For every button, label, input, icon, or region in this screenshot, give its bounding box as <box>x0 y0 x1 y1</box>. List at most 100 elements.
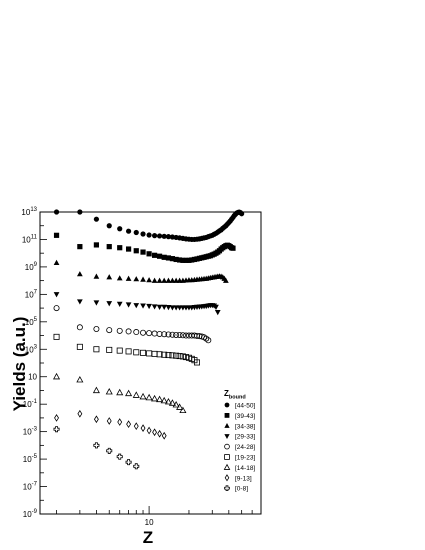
data-point <box>117 418 123 426</box>
data-point <box>156 233 163 239</box>
data-point <box>161 331 168 338</box>
data-point <box>189 257 195 263</box>
data-point <box>93 273 100 279</box>
data-point <box>139 392 147 400</box>
data-point <box>140 276 146 282</box>
data-point <box>176 353 183 360</box>
data-point <box>146 303 152 310</box>
data-point <box>146 251 152 257</box>
data-point <box>53 292 60 298</box>
y-tick-label: 10 <box>28 373 37 382</box>
x-axis-title: Z <box>143 528 153 547</box>
data-point <box>125 246 132 252</box>
series-19-23 <box>53 333 200 366</box>
data-point <box>161 351 168 358</box>
legend-label: [44-50] <box>235 403 255 410</box>
data-point <box>179 353 186 360</box>
data-point <box>133 303 140 309</box>
data-point <box>125 459 132 466</box>
legend-marker <box>224 402 230 408</box>
data-point <box>77 209 83 215</box>
data-point <box>77 299 83 305</box>
data-point <box>53 232 60 238</box>
data-point <box>165 352 172 359</box>
legend-label: [19-23] <box>235 455 255 462</box>
data-point <box>173 331 180 338</box>
data-point <box>193 359 200 366</box>
data-point <box>213 304 219 310</box>
data-point <box>53 259 60 265</box>
data-point <box>165 331 172 338</box>
data-point <box>186 257 192 263</box>
data-point <box>140 329 147 336</box>
data-point <box>156 351 163 358</box>
y-tick-label: 10-5 <box>23 454 38 464</box>
legend-marker <box>224 413 230 418</box>
data-point <box>133 229 139 236</box>
data-point <box>157 429 163 438</box>
data-point <box>214 310 221 316</box>
legend-marker <box>224 485 230 492</box>
legend-title: Zbound <box>224 389 246 401</box>
data-point <box>106 447 113 454</box>
data-point <box>151 394 159 402</box>
data-point <box>165 234 172 240</box>
data-point <box>169 352 176 359</box>
data-point <box>172 400 180 408</box>
data-point <box>168 399 176 406</box>
data-point <box>133 422 139 431</box>
data-point <box>140 424 146 433</box>
data-point <box>93 442 100 449</box>
data-point <box>151 277 158 283</box>
data-point <box>151 304 158 310</box>
data-point <box>179 406 187 414</box>
data-point <box>151 350 158 357</box>
data-point <box>239 211 245 217</box>
data-point <box>196 333 203 340</box>
data-point <box>125 389 133 397</box>
series-39-43 <box>53 232 236 263</box>
data-point <box>176 403 184 410</box>
data-point <box>116 301 123 307</box>
data-point <box>125 228 132 234</box>
data-point <box>125 275 132 281</box>
data-point <box>117 226 123 232</box>
data-point <box>169 305 176 311</box>
data-point <box>140 249 146 255</box>
y-tick-label: 103 <box>25 344 38 354</box>
legend-label: [39-43] <box>235 413 255 420</box>
data-point <box>93 300 100 306</box>
legend-marker <box>224 474 230 482</box>
data-point <box>116 275 123 281</box>
y-tick-label: 1013 <box>21 207 37 217</box>
data-point <box>133 276 140 282</box>
data-point <box>117 245 123 251</box>
data-point <box>183 257 189 263</box>
data-point <box>77 244 83 250</box>
data-point <box>151 330 158 337</box>
y-tick-label: 1011 <box>22 234 38 244</box>
data-point <box>106 301 113 307</box>
data-point <box>151 233 158 239</box>
y-tick-label: 105 <box>25 317 38 327</box>
y-tick-label: 10-9 <box>23 509 38 519</box>
data-points <box>53 209 245 470</box>
data-point <box>146 350 153 357</box>
data-point <box>133 329 140 336</box>
data-point <box>156 330 163 337</box>
data-point <box>132 391 140 398</box>
legend-marker <box>224 443 230 450</box>
legend-marker <box>223 463 231 470</box>
data-point <box>133 248 139 254</box>
data-point <box>54 414 59 422</box>
data-point <box>53 333 60 340</box>
data-point <box>53 372 61 380</box>
data-point <box>161 304 168 310</box>
data-point <box>106 244 112 250</box>
data-point <box>183 332 190 339</box>
data-point <box>53 305 60 312</box>
data-point <box>53 209 60 215</box>
data-point <box>125 302 132 308</box>
data-point <box>125 348 132 355</box>
data-point <box>205 337 212 344</box>
